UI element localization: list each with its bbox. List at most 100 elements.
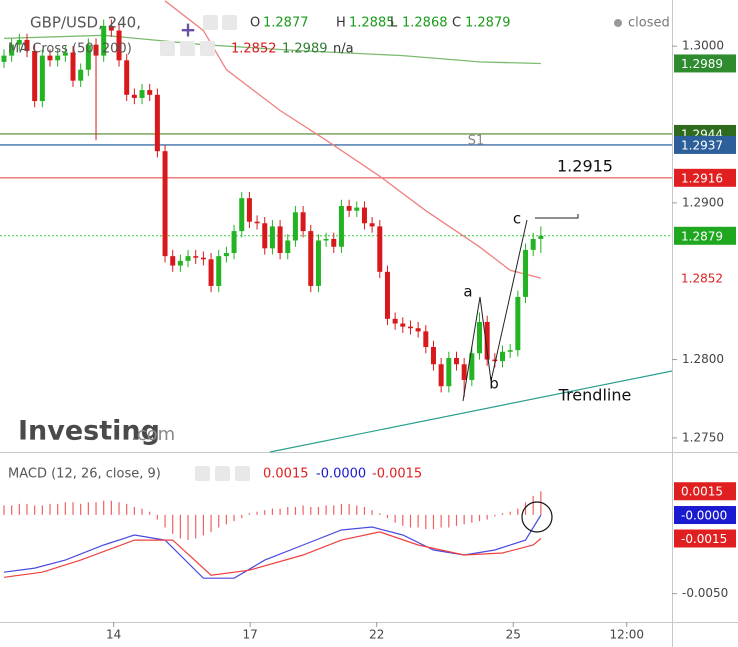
candle-body <box>216 256 222 286</box>
candle-body <box>239 198 245 232</box>
y-tick-label: -0.0050 <box>682 586 728 600</box>
price-pane <box>0 0 672 398</box>
indicator-value: -0.0015 <box>372 467 422 482</box>
candle-body <box>392 318 398 324</box>
candle-body <box>70 52 76 81</box>
eye-icon[interactable] <box>203 15 218 30</box>
y-tick-label: 1.2750 <box>682 430 724 444</box>
settings-icon[interactable] <box>215 466 230 481</box>
status-dot <box>614 19 622 27</box>
macd-pane <box>3 491 542 579</box>
price-marker <box>674 482 736 501</box>
indicator-value: 1.2852 <box>231 42 277 57</box>
price-marker <box>674 54 736 73</box>
price-marker-label: 1.2937 <box>681 138 723 152</box>
candle-body <box>254 221 260 224</box>
close-icon[interactable] <box>200 41 215 56</box>
candle-body <box>423 331 429 348</box>
price-marker <box>674 168 736 187</box>
candle-body <box>515 296 521 351</box>
trendline <box>269 370 673 453</box>
close-icon[interactable] <box>235 466 250 481</box>
price-marker-label: 1.2989 <box>681 57 723 71</box>
macd-line <box>3 531 542 578</box>
market-status: closed <box>628 16 670 31</box>
cross-circle <box>521 501 553 533</box>
x-tick-label: 14 <box>106 628 121 642</box>
candle-body <box>147 90 153 95</box>
annotation: b <box>489 375 499 393</box>
legend-label: C <box>452 16 461 31</box>
candle-body <box>131 94 137 98</box>
axes: 1.30001.29001.28001.27501.29891.29441.29… <box>106 39 736 642</box>
legend-value: 1.2868 <box>402 16 448 31</box>
watermark: .com <box>131 424 175 445</box>
candle-body <box>93 44 99 56</box>
candle-body <box>55 55 61 61</box>
settings-icon[interactable] <box>222 15 237 30</box>
candle-body <box>500 351 506 362</box>
candle-body <box>277 226 283 254</box>
y-tick-label: 1.2900 <box>682 195 724 209</box>
candle-body <box>469 353 475 380</box>
annotation: Trendline <box>558 386 632 405</box>
candle-body <box>453 357 459 365</box>
y-tick-label: 1.2800 <box>682 352 724 366</box>
price-marker-label: -0.0000 <box>681 509 727 523</box>
price-marker <box>674 529 736 548</box>
annotation: a <box>463 283 472 301</box>
candle-body <box>484 321 490 360</box>
price-marker-label: 1.2852 <box>681 272 723 286</box>
candle-body <box>476 321 482 354</box>
settings-icon[interactable] <box>180 41 195 56</box>
legend-value: 1.2885 <box>349 16 395 31</box>
x-tick-label: 22 <box>369 628 384 642</box>
candle-body <box>246 198 252 222</box>
candle-body <box>438 364 444 387</box>
candle-body <box>139 90 145 98</box>
level-label: S1 <box>468 134 485 149</box>
indicator-title: MA Cross (50, 200) <box>8 42 132 57</box>
candle-body <box>354 207 360 211</box>
candle-body <box>193 256 199 258</box>
price-marker-label: 1.2916 <box>681 171 723 185</box>
candle-body <box>369 223 375 227</box>
candle-body <box>384 271 390 319</box>
annotation: c <box>513 210 521 228</box>
watermark: Investing <box>18 416 160 447</box>
candle-body <box>308 231 314 286</box>
candle-body <box>154 94 160 152</box>
indicator-title: MACD (12, 26, close, 9) <box>8 467 161 482</box>
indicator-value: 1.2989 <box>282 42 328 57</box>
candle-body <box>262 223 268 249</box>
candle-body <box>430 347 436 365</box>
indicator-value: 0.0015 <box>263 467 309 482</box>
candle-body <box>208 259 214 286</box>
abc-drawing <box>462 219 528 402</box>
candle-body <box>269 226 275 249</box>
candle-body <box>9 44 15 56</box>
y-tick-label: 1.3000 <box>682 39 724 53</box>
candle-body <box>1 55 7 62</box>
candle-body <box>461 364 467 380</box>
candle-body <box>108 25 114 31</box>
indicator-value: -0.0000 <box>316 467 366 482</box>
candle-body <box>62 52 68 56</box>
candle-body <box>492 359 498 362</box>
candle-body <box>415 328 421 332</box>
eye-icon[interactable] <box>160 41 175 56</box>
candle-body <box>47 55 53 61</box>
target-line <box>535 214 579 219</box>
candle-body <box>315 240 321 286</box>
price-marker-label: 0.0015 <box>681 485 723 499</box>
candle-body <box>116 30 122 61</box>
candle-body <box>538 235 544 239</box>
x-tick-label: 25 <box>506 628 521 642</box>
candle-body <box>285 240 291 254</box>
add-icon[interactable]: + <box>180 18 197 42</box>
candle-body <box>39 55 45 102</box>
eye-icon[interactable] <box>195 466 210 481</box>
candle-body <box>32 50 38 102</box>
candle-body <box>231 231 237 254</box>
